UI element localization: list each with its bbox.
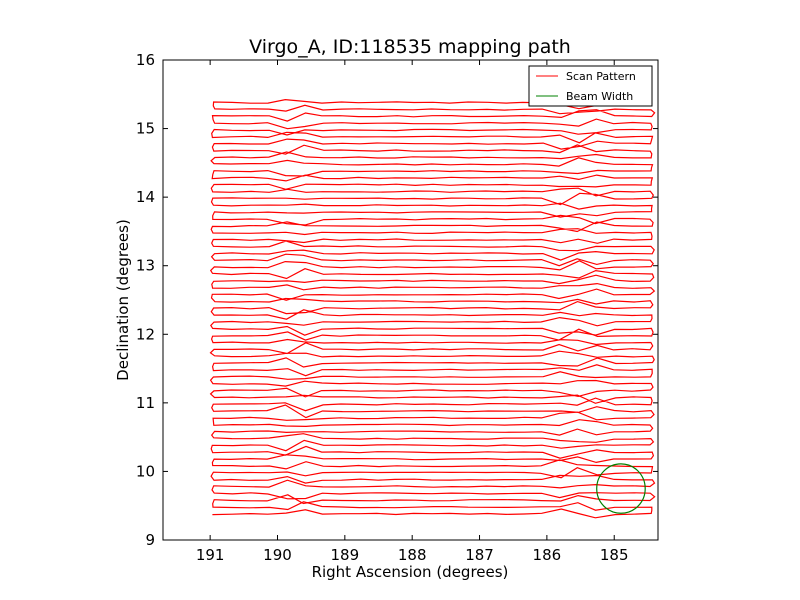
legend: Scan Pattern Beam Width xyxy=(528,65,653,107)
x-tick-label: 191 xyxy=(196,546,225,564)
y-tick-label: 12 xyxy=(136,325,155,343)
y-tick-label: 15 xyxy=(136,120,155,138)
x-axis-label: Right Ascension (degrees) xyxy=(312,563,509,581)
x-axis: 191 190 189 188 187 186 185 xyxy=(196,60,629,564)
x-tick-label: 185 xyxy=(600,546,629,564)
x-tick-label: 189 xyxy=(331,546,360,564)
y-tick-label: 13 xyxy=(136,257,155,275)
x-tick-label: 188 xyxy=(398,546,427,564)
x-tick-label: 190 xyxy=(263,546,292,564)
chart-title: Virgo_A, ID:118535 mapping path xyxy=(249,36,571,58)
scan-pattern-group xyxy=(209,98,656,519)
legend-scan-pattern-label: Scan Pattern xyxy=(566,70,636,83)
beam-width-circle xyxy=(596,463,646,514)
y-tick-label: 9 xyxy=(145,531,155,549)
y-axis: 9 10 11 12 13 14 15 16 xyxy=(136,51,658,549)
plot-frame xyxy=(162,59,659,541)
legend-box xyxy=(528,65,653,107)
legend-beam-width-label: Beam Width xyxy=(566,90,633,103)
beam-width-group xyxy=(596,463,646,514)
scan-pattern-line xyxy=(209,98,656,519)
x-tick-label: 186 xyxy=(533,546,562,564)
y-tick-label: 10 xyxy=(136,462,155,480)
y-tick-label: 11 xyxy=(136,394,155,412)
y-tick-label: 16 xyxy=(136,51,155,69)
y-axis-label: Declination (degrees) xyxy=(114,219,132,381)
x-tick-label: 187 xyxy=(465,546,494,564)
y-tick-label: 14 xyxy=(136,188,155,206)
